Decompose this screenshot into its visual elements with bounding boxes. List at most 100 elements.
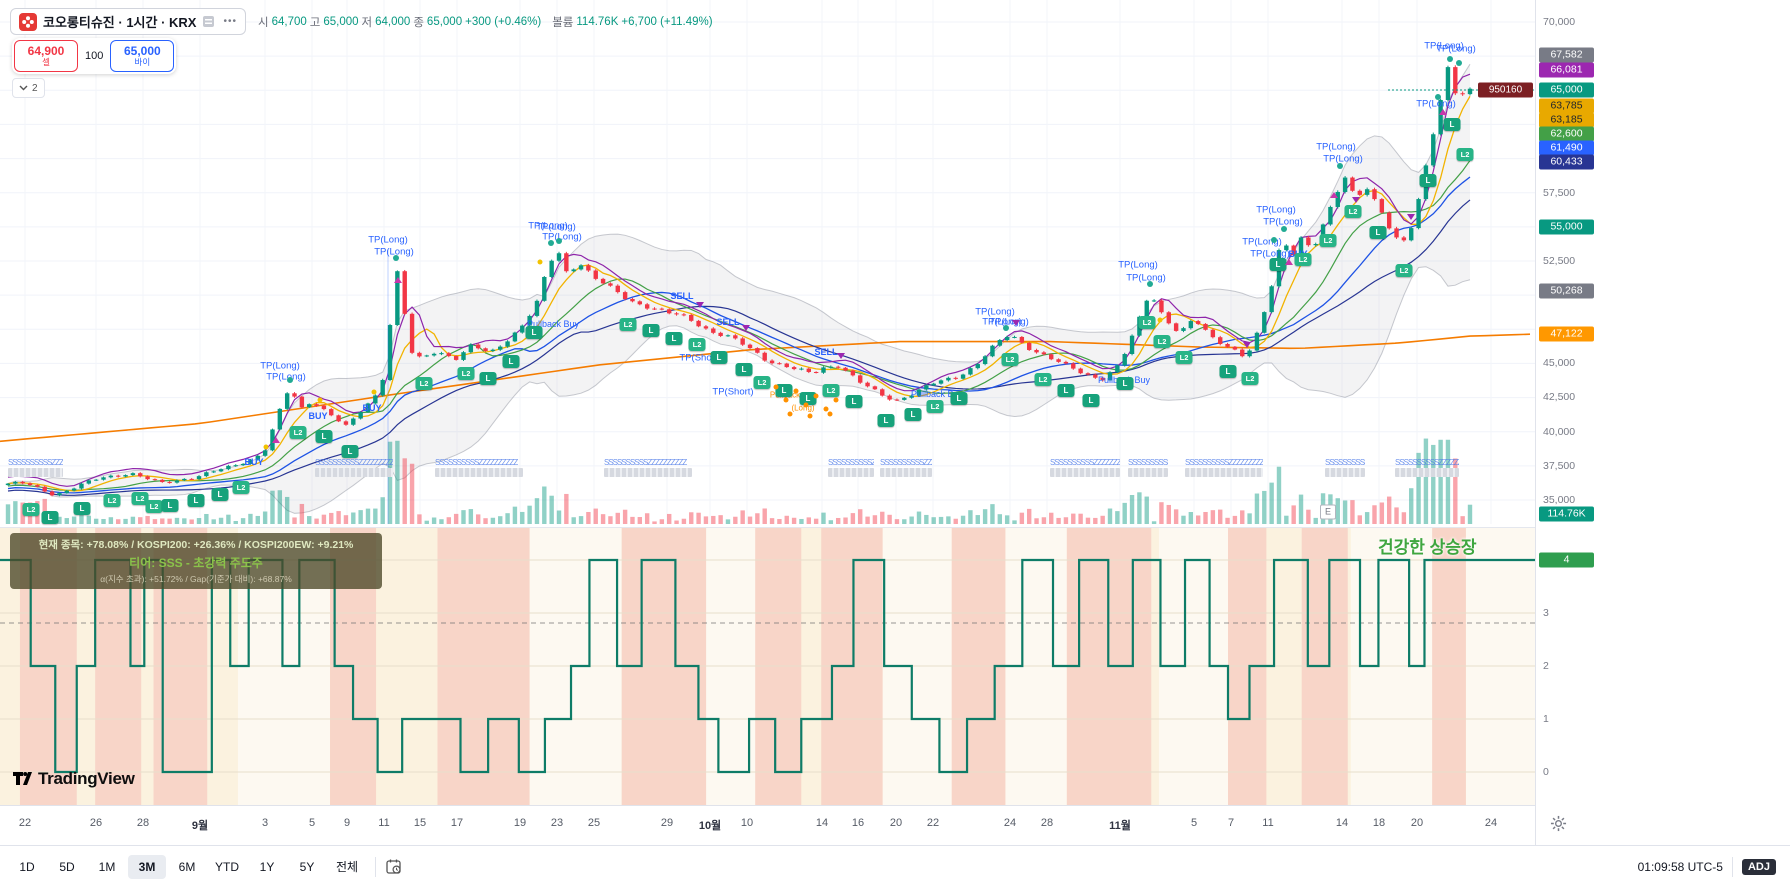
price-axis-label: 45,000 [1543, 357, 1576, 369]
time-axis-label: 20 [889, 817, 903, 829]
chart-pane[interactable]: TP(Long) TP(Long) TP(Long) TP(Long) TP(Long)… [0, 0, 1535, 845]
price-axis-label: 114.76K [1539, 506, 1594, 522]
symbol-logo-icon [19, 12, 37, 31]
adj-toggle[interactable]: ADJ [1741, 858, 1776, 875]
time-axis-label: 11 [1262, 817, 1274, 829]
time-axis-label: 29 [660, 817, 674, 829]
time-axis-label: 16 [851, 817, 865, 829]
toolbar-divider [1731, 856, 1733, 877]
toolbar-divider [375, 856, 376, 877]
price-axis-label: 66,081 [1539, 62, 1594, 78]
price-axis-label: 62,600 [1539, 126, 1594, 142]
time-axis-label: 28 [1040, 817, 1054, 829]
indicator-stats-overlay: 현재 종목: +78.08% / KOSPI200: +26.36% / KOS… [10, 533, 382, 589]
price-axis-label: 50,268 [1539, 283, 1594, 299]
time-axis-label: 25 [587, 817, 601, 829]
time-axis-label: 22 [926, 817, 940, 829]
gear-icon[interactable] [1550, 815, 1567, 837]
tradingview-logo-icon [13, 772, 32, 785]
range-button-YTD[interactable]: YTD [215, 859, 239, 874]
indicator-axis-label: 3 [1543, 607, 1549, 619]
indicator-axis-label: 4 [1539, 552, 1594, 568]
time-axis-label: 19 [513, 817, 527, 829]
go-to-date-icon[interactable] [385, 858, 403, 876]
range-button-5D[interactable]: 5D [59, 859, 75, 874]
time-axis-label: 17 [450, 817, 464, 829]
range-button-1Y[interactable]: 1Y [259, 859, 275, 874]
price-axis-label: 63,785 [1539, 98, 1594, 114]
relative-performance-line: 현재 종목: +78.08% / KOSPI200: +26.36% / KOS… [38, 539, 354, 551]
buy-price: 65,000 [124, 44, 161, 59]
change-value: +300 (+0.46%) [465, 15, 542, 28]
close-value: 65,000 [426, 15, 463, 28]
tradingview-logo-text: TradingView [38, 768, 135, 788]
time-axis-label: 10 [740, 817, 754, 829]
buy-button[interactable]: 65,000 바이 [110, 40, 175, 72]
price-axis[interactable]: 70,000 67,582 66,081 65,000 63,785 63,185 62,6… [1478, 0, 1598, 845]
indicator-collapse-button[interactable]: 2 [12, 78, 45, 98]
time-axis-label: 7 [1227, 817, 1235, 829]
market-regime-label: 건강한 상승장 [1378, 538, 1477, 557]
low-label: 저 [361, 16, 373, 29]
time-axis-label: 9 [343, 817, 351, 829]
time-axis-label: 11 [378, 817, 390, 829]
time-axis-label: 14 [815, 817, 829, 829]
range-button-전체[interactable]: 전체 [335, 860, 359, 874]
clock-readout[interactable]: 01:09:58 UTC-5 [1637, 859, 1723, 874]
price-axis-label: 37,500 [1543, 460, 1576, 472]
time-axis-label: 23 [550, 817, 564, 829]
high-value: 65,000 [323, 15, 359, 28]
time-axis-label: 5 [1190, 817, 1198, 829]
range-button-1M[interactable]: 1M [98, 859, 116, 874]
time-axis-label: 9월 [191, 820, 209, 832]
right-panel-area [1597, 0, 1790, 845]
high-label: 고 [309, 16, 321, 29]
chart-type-icon[interactable] [202, 15, 215, 28]
price-axis-label: 40,000 [1543, 426, 1576, 438]
low-value: 64,000 [375, 15, 411, 28]
time-axis-label: 20 [1410, 817, 1424, 829]
time-axis[interactable]: 22 26 28 9월 3 5 9 11 15 17 19 23 25 29 10월 10 14 16 20 22 24… [0, 805, 1535, 846]
range-button-6M[interactable]: 6M [178, 859, 196, 874]
quantity-field[interactable]: 100 [85, 50, 104, 62]
indicator-axis-label: 2 [1543, 660, 1549, 672]
price-chart-canvas[interactable] [0, 0, 1535, 528]
volume-change-value: +6,700 (+11.49%) [621, 15, 713, 28]
open-value: 64,700 [271, 15, 307, 28]
trade-widget: 64,900 셀 100 65,000 바이 [12, 38, 177, 74]
symbol-pill[interactable]: 코오롱티슈진 · 1시간 · KRX ••• [10, 8, 246, 35]
price-axis-label: 65,000 [1539, 82, 1594, 98]
bottom-toolbar: 1D 5D 1M 3M 6M YTD 1Y 5Y 전체 01:09:58 UTC-5 ADJ [0, 845, 1790, 887]
more-options-icon[interactable]: ••• [223, 16, 237, 27]
sell-price: 64,900 [27, 44, 65, 59]
time-axis-label: 28 [136, 817, 150, 829]
time-axis-label: 15 [413, 817, 427, 829]
indicator-axis-label: 1 [1543, 713, 1549, 725]
ohlc-readout: 시 64,700 고 65,000 저 64,000 종 65,000 +300 (+0… [258, 14, 713, 30]
pane-separator[interactable] [0, 527, 1535, 528]
time-axis-label: 22 [18, 817, 32, 829]
tradingview-logo[interactable]: TradingView [12, 768, 135, 789]
open-label: 시 [257, 16, 269, 29]
price-axis-label: 35,000 [1543, 494, 1576, 506]
price-axis-label: 60,433 [1539, 154, 1594, 170]
time-axis-label: 5 [308, 817, 316, 829]
volume-value: 114.76K [576, 15, 619, 28]
price-axis-label: 63,185 [1539, 112, 1594, 128]
sell-button[interactable]: 64,900 셀 [14, 40, 78, 72]
symbol-code-badge: 950160 [1478, 82, 1533, 98]
time-axis-label: 10월 [698, 820, 722, 832]
price-axis-label: 52,500 [1543, 255, 1576, 267]
tier-line: 티어: SSS - 초강력 주도주 [129, 556, 263, 570]
alpha-gap-line: α(지수 초과): +51.72% / Gap(기준가 대비): +68.87% [100, 574, 292, 584]
price-axis-label: 61,490 [1539, 140, 1594, 156]
time-axis-label: 26 [89, 817, 103, 829]
chevron-down-icon [19, 85, 28, 91]
range-button-1D[interactable]: 1D [19, 859, 35, 874]
range-button-3M[interactable]: 3M [128, 854, 166, 879]
time-axis-label: 24 [1003, 817, 1017, 829]
price-axis-label: 55,000 [1539, 219, 1594, 235]
indicator-axis-label: 0 [1543, 766, 1549, 778]
range-button-5Y[interactable]: 5Y [299, 859, 315, 874]
time-axis-label: 14 [1335, 817, 1349, 829]
